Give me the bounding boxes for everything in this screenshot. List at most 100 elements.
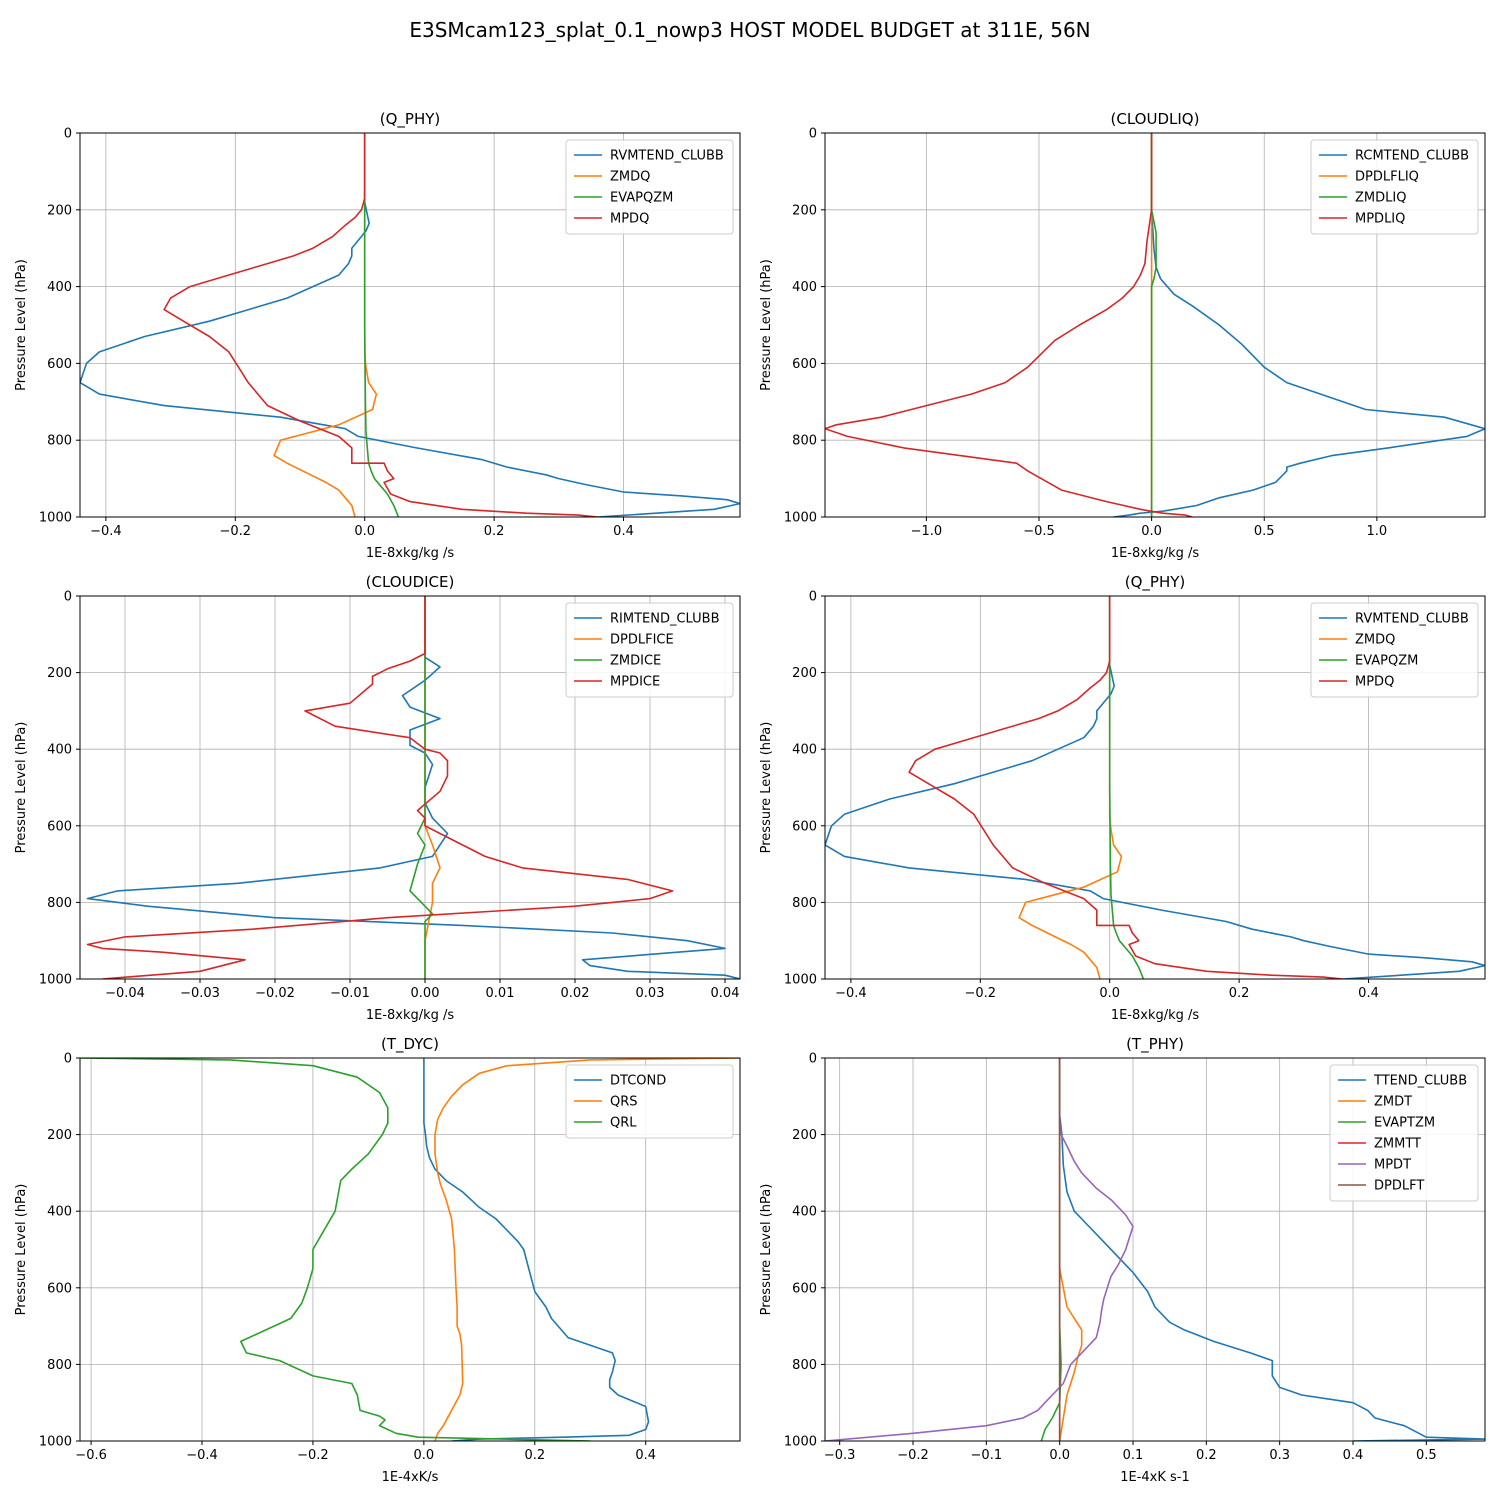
x-tick-label: 0.4 xyxy=(1358,986,1379,1001)
y-tick-label: 200 xyxy=(47,1128,72,1143)
series-line-rvmtend_clubb xyxy=(80,133,740,517)
legend-box xyxy=(1310,602,1479,698)
y-tick-label: 200 xyxy=(792,1128,817,1143)
y-tick-label: 600 xyxy=(47,357,72,372)
panel-1: −0.4 −0.2 0.0 0.2 0.4 0 200 400 600 800 1000 (Q_PHY… xyxy=(14,110,741,561)
panel-6: −0.3 −0.2 −0.1 0.0 0.1 0.2 0.3 0.4 0.5 0 200 400 600… xyxy=(759,1035,1486,1485)
x-tick-label: 0.2 xyxy=(524,1448,545,1463)
y-tick-label: 800 xyxy=(792,434,817,449)
legend-box xyxy=(565,139,734,235)
x-tick-label: −0.4 xyxy=(835,986,867,1001)
y-axis-label: Pressure Level (hPa) xyxy=(14,1184,29,1316)
y-tick-label: 0 xyxy=(64,127,72,142)
y-tick-label: 0 xyxy=(809,127,817,142)
series-group xyxy=(86,596,740,979)
y-tick-label: 600 xyxy=(47,819,72,834)
x-tick-label: 0.5 xyxy=(1416,1448,1437,1463)
y-tick-label: 0 xyxy=(64,590,72,605)
legend-entry: ZMDT xyxy=(1374,1095,1412,1110)
panel-title: (Q_PHY) xyxy=(380,110,441,129)
x-axis-label: 1E-8xkg/kg /s xyxy=(1111,1008,1200,1023)
plot-frame xyxy=(79,595,741,980)
y-axis-label: Pressure Level (hPa) xyxy=(14,722,29,854)
legend-entry: MPDQ xyxy=(1355,675,1394,690)
x-tick-label: 0.02 xyxy=(561,986,590,1001)
panel-3: −0.04 −0.03 −0.02 −0.01 0.00 0.01 0.02 0.03 0.04… xyxy=(14,573,741,1023)
series-line-evapqzm xyxy=(363,133,400,517)
panel-title: (CLOUDLIQ) xyxy=(1111,110,1200,128)
x-tick-label: 0.0 xyxy=(1141,524,1162,539)
x-axis-label: 1E-8xkg/kg /s xyxy=(366,1008,455,1023)
x-axis-label: 1E-4xK s-1 xyxy=(1120,1470,1190,1485)
series-line-mpdliq xyxy=(825,133,1193,517)
x-tick-label: −0.2 xyxy=(897,1448,929,1463)
panel-title: (Q_PHY) xyxy=(1125,573,1186,592)
y-tick-label: 400 xyxy=(792,1205,817,1220)
x-tick-label: −0.4 xyxy=(90,524,122,539)
x-tick-label: −0.1 xyxy=(971,1448,1003,1463)
legend-entry: RVMTEND_CLUBB xyxy=(1355,612,1469,627)
x-tick-label: 0.00 xyxy=(411,986,440,1001)
y-tick-label: 1000 xyxy=(39,973,72,988)
y-tick-label: 800 xyxy=(47,1358,72,1373)
y-tick-label: 400 xyxy=(792,743,817,758)
series-line-evaptzm xyxy=(1040,1058,1062,1441)
y-tick-label: 400 xyxy=(47,743,72,758)
series-line-mpdice xyxy=(86,596,674,979)
x-tick-label: 0.2 xyxy=(484,524,505,539)
x-tick-label: 0.0 xyxy=(414,1448,435,1463)
series-group xyxy=(80,133,740,517)
y-tick-label: 1000 xyxy=(784,973,817,988)
legend-entry: DTCOND xyxy=(610,1074,666,1089)
plot-frame xyxy=(824,132,1486,518)
legend-entry: ZMDQ xyxy=(610,170,650,185)
plot-frame xyxy=(824,595,1486,980)
legend-entry: DPDLFLIQ xyxy=(1355,170,1419,185)
x-tick-label: 0.1 xyxy=(1123,1448,1144,1463)
legend-entry: MPDT xyxy=(1374,1158,1411,1173)
panel-5: −0.6 −0.4 −0.2 0.0 0.2 0.4 0 200 400 600 800 1000 (T… xyxy=(14,1035,741,1485)
y-tick-label: 1000 xyxy=(39,1435,72,1450)
legend: RVMTEND_CLUBB ZMDQ EVAPQZM MPDQ xyxy=(1310,602,1479,698)
legend: DTCOND QRS QRL xyxy=(565,1064,734,1139)
x-tick-label: −0.02 xyxy=(255,986,295,1001)
y-axis-label: Pressure Level (hPa) xyxy=(14,259,29,391)
y-tick-label: 400 xyxy=(47,1205,72,1220)
y-tick-label: 400 xyxy=(47,280,72,295)
y-tick-label: 800 xyxy=(792,1358,817,1373)
y-tick-label: 200 xyxy=(792,666,817,681)
x-axis-label: 1E-8xkg/kg /s xyxy=(366,546,455,561)
x-tick-label: −0.6 xyxy=(75,1448,107,1463)
y-tick-label: 1000 xyxy=(784,511,817,526)
series-line-mpdq xyxy=(908,596,1343,979)
legend-entry: TTEND_CLUBB xyxy=(1373,1074,1467,1089)
y-axis-label: Pressure Level (hPa) xyxy=(759,259,774,391)
series-line-mpdt xyxy=(825,1058,1134,1441)
panels-container: −0.4 −0.2 0.0 0.2 0.4 0 200 400 600 800 1000 (Q_PHY… xyxy=(14,110,1486,1485)
series-line-dpdlfice xyxy=(424,596,441,979)
panel-title: (CLOUDICE) xyxy=(366,573,455,591)
series-line-mpdq xyxy=(163,133,598,517)
series-line-rcmtend_clubb xyxy=(1113,133,1485,517)
plot-frame xyxy=(79,1057,741,1442)
series-line-qrl xyxy=(80,1058,591,1441)
y-tick-label: 800 xyxy=(47,896,72,911)
legend-entry: EVAPQZM xyxy=(610,191,673,206)
legend-entry: MPDQ xyxy=(610,212,649,227)
y-tick-label: 800 xyxy=(47,434,72,449)
legend-entry: RCMTEND_CLUBB xyxy=(1355,149,1469,164)
plot-frame xyxy=(824,1057,1486,1442)
y-tick-label: 600 xyxy=(47,1281,72,1296)
legend: RVMTEND_CLUBB ZMDQ EVAPQZM MPDQ xyxy=(565,139,734,235)
legend-box xyxy=(565,1064,734,1139)
legend-box xyxy=(565,602,734,698)
legend-entry: ZMDQ xyxy=(1355,633,1395,648)
x-tick-label: 0.2 xyxy=(1229,986,1250,1001)
legend: RCMTEND_CLUBB DPDLFLIQ ZMDLIQ MPDLIQ xyxy=(1310,139,1479,235)
x-tick-label: −0.01 xyxy=(330,986,370,1001)
legend-box xyxy=(1329,1064,1479,1202)
y-tick-label: 600 xyxy=(792,819,817,834)
x-tick-label: 0.0 xyxy=(1099,986,1120,1001)
x-tick-label: 0.0 xyxy=(1049,1448,1070,1463)
panel-title: (T_DYC) xyxy=(381,1035,439,1054)
